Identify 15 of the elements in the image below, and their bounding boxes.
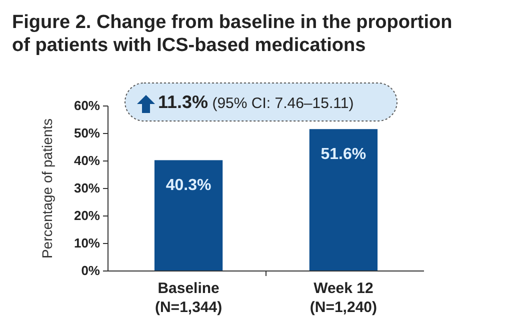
y-tick-label: 50% [74, 126, 100, 141]
y-tick-label: 10% [74, 236, 100, 251]
y-tick-label: 30% [74, 180, 100, 196]
annotation: 11.3% [158, 92, 208, 112]
x-tick-label: Baseline (N=1,344) [154, 280, 222, 316]
y-tick-label: 20% [74, 208, 100, 224]
y-axis-title: Percentage of patients [39, 118, 55, 259]
y-tick-label: 40% [74, 153, 100, 168]
data-label: 51.6% [320, 146, 366, 164]
annotation: (95% CI: 7.46–15.11) [208, 95, 354, 112]
y-tick-label: 0% [81, 263, 100, 278]
data-label: 40.3% [166, 177, 212, 194]
y-tick-label: 60% [74, 98, 100, 114]
x-tick-label: Week 12 (N=1,240) [310, 280, 378, 316]
chart-title: Figure 2. Change from baseline in the proportion of patients with ICS-based medications [12, 12, 452, 56]
